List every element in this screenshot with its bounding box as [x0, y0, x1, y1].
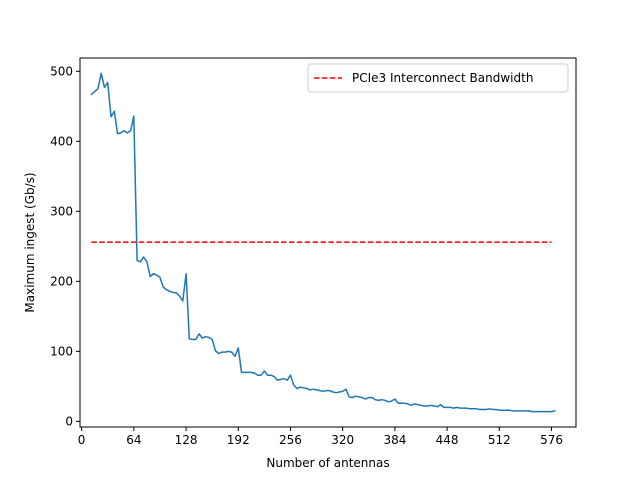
- x-tick-label: 576: [540, 433, 563, 447]
- x-axis-label: Number of antennas: [266, 456, 389, 470]
- x-tick-label: 64: [126, 433, 141, 447]
- x-tick-label: 128: [175, 433, 198, 447]
- x-tick-label: 320: [331, 433, 354, 447]
- y-tick-label: 500: [50, 64, 73, 78]
- y-tick-label: 200: [50, 274, 73, 288]
- y-tick-label: 300: [50, 204, 73, 218]
- legend-label: PCIe3 Interconnect Bandwidth: [352, 71, 533, 85]
- y-tick-label: 400: [50, 134, 73, 148]
- x-tick-label: 192: [227, 433, 250, 447]
- y-tick-label: 100: [50, 344, 73, 358]
- x-tick-label: 384: [383, 433, 406, 447]
- y-axis: 0 100 200 300 400 500: [50, 64, 80, 428]
- x-tick-label: 512: [488, 433, 511, 447]
- legend-box: [307, 63, 569, 93]
- series-layer: [90, 72, 556, 413]
- axes-frame: [79, 57, 577, 428]
- x-tick-label: 448: [436, 433, 459, 447]
- x-axis: 0 64 128 192 256 320 384 448 512 576: [78, 427, 563, 447]
- y-tick-label: 0: [65, 414, 73, 428]
- x-tick-label: 0: [78, 433, 86, 447]
- x-tick-label: 256: [279, 433, 302, 447]
- legend: PCIe3 Interconnect Bandwidth: [307, 63, 569, 93]
- y-axis-label: Maximum ingest (Gb/s): [23, 172, 37, 312]
- data-series-line: [90, 72, 556, 413]
